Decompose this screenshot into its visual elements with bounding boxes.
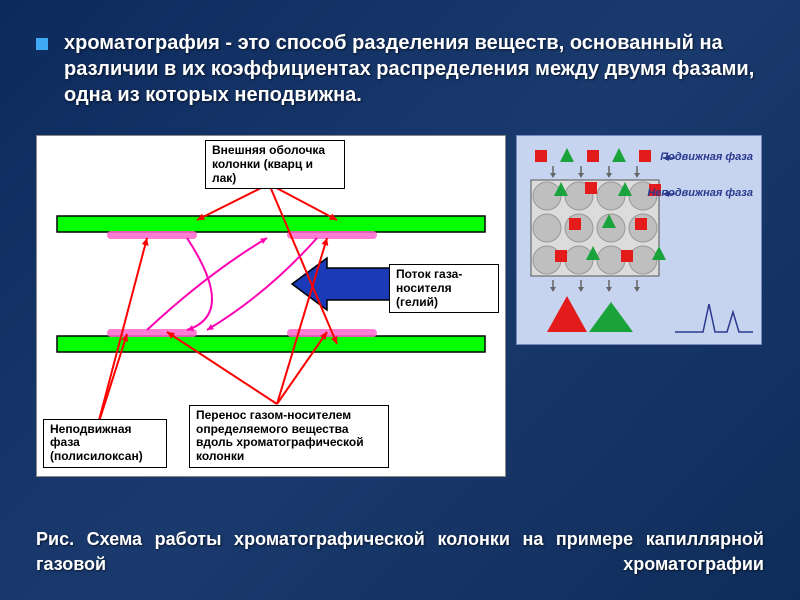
label-outer-shell: Внешняя оболочка колонки (кварц и лак) (205, 140, 345, 189)
bullet-icon (36, 38, 48, 50)
side-diagram-svg: Подвижная фаза Неподвижная фаза (517, 136, 761, 344)
slide: хроматография - это способ разделения ве… (0, 0, 800, 600)
main-diagram: Внешняя оболочка колонки (кварц и лак) П… (36, 135, 506, 477)
label-gas-flow: Поток газа-носителя (гелий) (389, 264, 499, 313)
slide-title: хроматография - это способ разделения ве… (64, 30, 764, 108)
label-transfer: Перенос газом-носителем определяемого ве… (189, 405, 389, 468)
figure-caption: Рис. Схема работы хроматографической кол… (36, 527, 764, 576)
label-stationary-phase: Неподвижная фаза (полисилоксан) (43, 419, 167, 468)
svg-text:Неподвижная фаза: Неподвижная фаза (647, 187, 753, 199)
svg-text:Подвижная фаза: Подвижная фаза (660, 151, 753, 163)
side-diagram: Подвижная фаза Неподвижная фаза (516, 135, 762, 345)
